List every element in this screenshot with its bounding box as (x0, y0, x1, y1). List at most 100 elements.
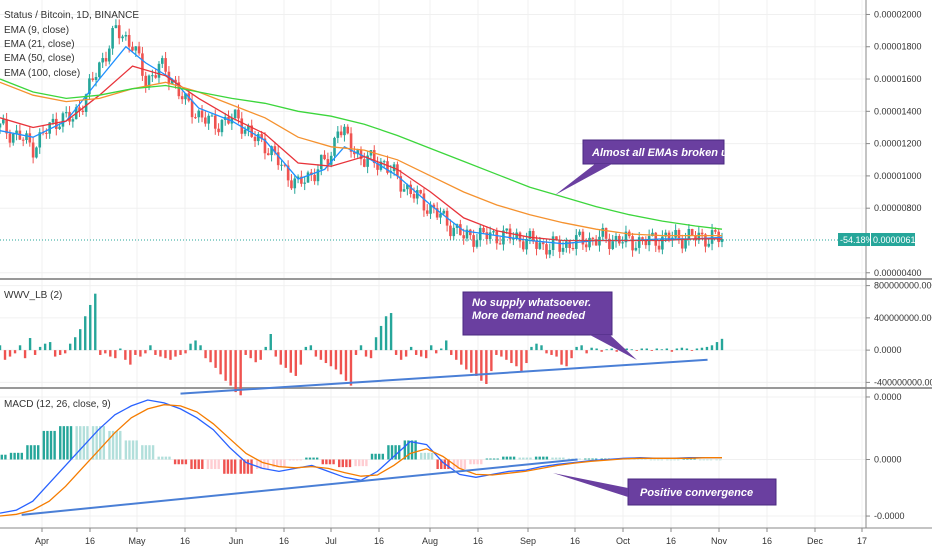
macd-trend-line[interactable] (21, 458, 578, 516)
candle-body (608, 238, 611, 250)
wwv-bar (445, 340, 448, 351)
candle-body (15, 130, 18, 134)
annotation-emas[interactable]: Almost all EMAs broken up (555, 139, 735, 195)
candle-body (366, 155, 369, 167)
macd-hist-bar (79, 426, 82, 460)
candle-body (35, 147, 38, 158)
wwv-label: 400000000.0000 (874, 313, 932, 323)
candle-body (164, 58, 167, 72)
annotation-supply-box (462, 291, 613, 336)
macd-hist-bar (223, 459, 226, 474)
time-label-Oct: Oct (616, 536, 631, 546)
candle-body (349, 133, 353, 152)
macd-hist-bar (578, 458, 581, 460)
macd-hist-bar (325, 459, 328, 465)
macd-hist-bar (600, 458, 603, 460)
price-axis[interactable]: 0.00002000 0.00001800 0.00001600 0.00001400… (866, 9, 922, 278)
price-label: 0.00001800 (874, 42, 922, 52)
wwv-bar (58, 350, 62, 355)
macd-hist-bar (485, 458, 489, 460)
candle-body (220, 119, 224, 133)
candle-body (21, 139, 25, 141)
annotation-supply-line1: No supply whatsoever. More demand needed (472, 297, 591, 322)
candle-body (114, 25, 118, 29)
wwv-bar (384, 316, 388, 351)
wwv-bar (209, 350, 212, 363)
wwv-bar (575, 346, 578, 351)
wwv-axis[interactable]: 800000000.0000 400000000.0000 0.0000 -40000… (866, 281, 932, 388)
wwv-bar (319, 350, 323, 360)
wwv-bar (635, 350, 638, 351)
annotation-supply[interactable]: No supply whatsoever. More demand needed (462, 291, 637, 360)
wwv-bar (324, 350, 328, 364)
candle-body (538, 242, 542, 249)
wwv-bar (565, 350, 568, 367)
wwv-bar (535, 343, 538, 351)
candle-body (177, 82, 181, 97)
wwv-bar (139, 350, 142, 357)
wwv-bar (695, 348, 699, 351)
macd-axis[interactable]: 0.0000 0.0000 -0.0000 (866, 392, 905, 521)
wwv-bar (234, 350, 237, 393)
macd-hist-bar (312, 457, 315, 460)
candle-body (210, 115, 214, 117)
wwv-bar (349, 350, 353, 386)
candle-body (296, 176, 300, 179)
wwv-bar (424, 350, 428, 359)
candle-body (429, 204, 432, 214)
candle-body (502, 230, 505, 245)
macd-hist-bar (341, 459, 344, 468)
wwv-bar (149, 345, 152, 351)
candle-body (2, 119, 5, 124)
macd-hist-bar (308, 457, 312, 460)
macd-hist-bar (20, 452, 24, 460)
annotation-convergence-text: Positive convergence (640, 487, 753, 499)
wwv-trend-line[interactable] (180, 358, 708, 395)
wwv-bar (525, 350, 528, 364)
macd-hist-bar (288, 459, 292, 461)
wwv-bar (610, 348, 613, 351)
candle-body (160, 58, 164, 64)
wwv-bar (28, 338, 32, 351)
candle-body (147, 75, 151, 88)
candle-body (720, 239, 724, 243)
annotation-convergence[interactable]: Positive convergence (553, 473, 777, 506)
macd-hist-bar (414, 440, 417, 460)
macd-hist-bar (358, 459, 361, 467)
wwv-label: 800000000.0000 (874, 281, 932, 291)
macd-hist-bar (193, 459, 197, 470)
macd-hist-bar (489, 458, 492, 460)
candle-body (425, 210, 429, 214)
macd-hist-bar (328, 459, 332, 465)
macd-histogram[interactable] (0, 426, 722, 474)
macd-hist-bar (456, 459, 459, 470)
candle-body (492, 231, 495, 233)
wwv-histogram[interactable] (0, 293, 724, 396)
annotation-emas-pointer (555, 164, 612, 195)
legend-ema-100: EMA (100, close) (4, 68, 80, 79)
macd-hist-bar (440, 459, 443, 470)
macd-hist-bar (644, 458, 647, 460)
time-axis[interactable]: Apr 16 May 16 Jun 16 Jul 16 Aug 16 Sep 16 Oct 16 Nov 16… (35, 528, 867, 546)
candle-body (485, 232, 489, 240)
candle-body (535, 241, 538, 249)
wwv-bar (640, 348, 643, 351)
candle-body (555, 236, 558, 241)
wwv-bar (204, 350, 207, 359)
wwv-bar (660, 349, 664, 351)
macd-hist-bar (275, 459, 279, 468)
wwv-bar (505, 350, 508, 360)
candle-body (521, 241, 525, 250)
candle-body (525, 238, 528, 250)
wwv-bar (314, 350, 318, 357)
time-label-May: May (128, 536, 146, 546)
candle-body (306, 172, 310, 183)
time-label-Apr: Apr (35, 536, 49, 546)
macd-hist-bar (59, 426, 62, 460)
candle-body (641, 237, 644, 241)
wwv-bar (329, 350, 333, 367)
macd-hist-bar (361, 459, 364, 467)
macd-hist-bar (436, 459, 439, 470)
macd-hist-bar (233, 459, 237, 474)
